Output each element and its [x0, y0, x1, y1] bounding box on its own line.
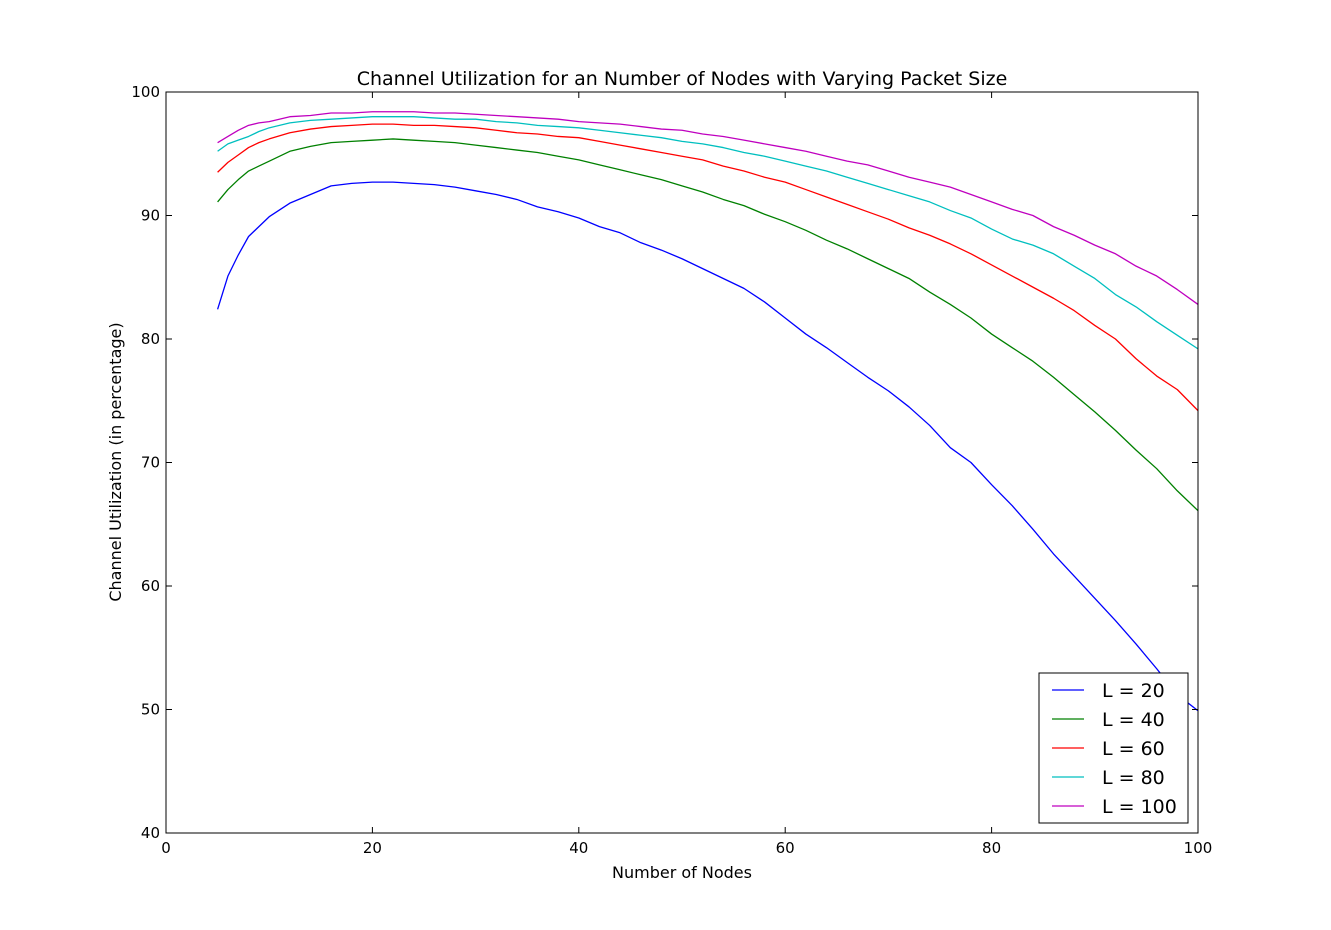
series-line-3 [217, 123, 1199, 412]
y-tick-label-6: 100 [131, 83, 160, 101]
y-tick-label-4: 80 [141, 330, 160, 348]
y-tick-label-1: 50 [141, 701, 160, 719]
x-tick-label-0: 0 [161, 839, 171, 857]
legend-label-5: L = 100 [1102, 796, 1177, 818]
axis-ticks-layer: 0 20 40 60 80 100 40 50 60 70 80 90 100 [131, 83, 1212, 857]
legend-label-4: L = 80 [1102, 767, 1165, 789]
legend: L = 20 L = 40 L = 60 L = 80 L = 100 [1038, 672, 1189, 824]
x-tick-label-4: 80 [982, 839, 1001, 857]
x-tick-label-2: 40 [569, 839, 588, 857]
chart-title: Channel Utilization for an Number of Nod… [357, 68, 1008, 90]
y-tick-label-2: 60 [141, 577, 160, 595]
series-line-1 [216, 181, 1199, 712]
y-tick-label-5: 90 [141, 207, 160, 225]
y-tick-label-3: 70 [141, 454, 160, 472]
y-axis-label: Channel Utilization (in percentage) [106, 322, 125, 601]
series-line-5 [217, 111, 1199, 305]
legend-label-3: L = 60 [1102, 738, 1165, 760]
series-lines-layer [216, 111, 1199, 712]
y-tick-label-0: 40 [141, 824, 160, 842]
x-axis-label: Number of Nodes [612, 863, 752, 882]
x-tick-label-3: 60 [776, 839, 795, 857]
legend-items: L = 20 L = 40 L = 60 L = 80 L = 100 [1052, 680, 1177, 818]
x-tick-label-1: 20 [363, 839, 382, 857]
series-line-2 [217, 138, 1199, 512]
legend-label-1: L = 20 [1102, 680, 1165, 702]
legend-label-2: L = 40 [1102, 709, 1165, 731]
x-tick-label-5: 100 [1184, 839, 1213, 857]
series-line-4 [217, 116, 1199, 350]
